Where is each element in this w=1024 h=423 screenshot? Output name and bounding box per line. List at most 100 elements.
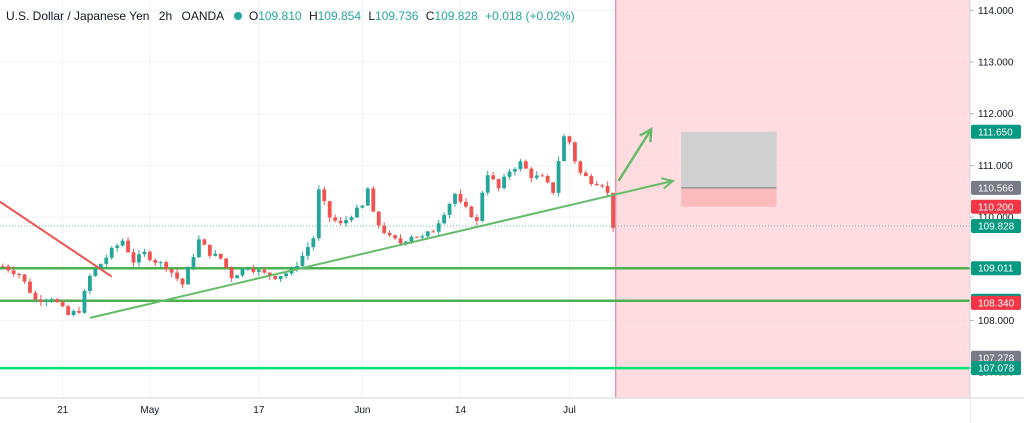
candle-body: [507, 171, 512, 177]
price-axis-tick-label: 111.000: [978, 161, 1013, 172]
candle-body: [485, 175, 490, 193]
change-value: +0.018 (+0.02%): [485, 9, 575, 23]
candle-body: [180, 278, 185, 285]
candle-body: [22, 274, 27, 282]
candle-body: [322, 189, 327, 202]
candle-body: [28, 281, 32, 293]
candle-body: [246, 268, 250, 270]
candle-body: [224, 258, 229, 268]
position-stop-zone[interactable]: [681, 187, 777, 207]
market-status-icon: [233, 12, 242, 20]
projection-arrowhead: [639, 127, 653, 143]
candle-body: [6, 266, 11, 271]
candle-body: [240, 268, 245, 276]
candle-body: [88, 275, 92, 291]
price-axis-tick-label: 110.000: [978, 213, 1014, 224]
data-source: OANDA: [181, 9, 225, 23]
candle-body: [60, 302, 65, 307]
candle-body: [126, 240, 130, 253]
candle-body: [469, 206, 474, 218]
candle-body: [436, 223, 441, 232]
candle-body: [115, 245, 120, 248]
time-axis-tick-label: May: [140, 405, 159, 416]
candle-body: [420, 236, 425, 238]
price-label[interactable]: 109.011: [978, 264, 1014, 275]
candle-body: [480, 192, 485, 221]
candle-body: [442, 214, 447, 224]
candle-body: [0, 266, 5, 268]
candle-body: [382, 225, 387, 233]
candle-body: [213, 253, 218, 256]
candle-body: [71, 311, 76, 316]
time-axis[interactable]: 21 May 17 Jun 14 Jul: [0, 397, 1024, 423]
candle-body: [398, 238, 403, 244]
price-axis[interactable]: 114.000 113.000 112.000 111.000 110.000 109.0…: [969, 0, 1024, 423]
trendline-arrowhead: [661, 177, 676, 190]
candle-body: [333, 217, 338, 221]
candle-body: [371, 188, 376, 212]
candle-body: [540, 175, 545, 177]
candle-body: [327, 201, 332, 218]
open-value: 109.810: [258, 9, 302, 23]
candle-body: [131, 252, 136, 263]
candle-body: [164, 262, 169, 270]
candle-body: [218, 253, 223, 259]
candle-body: [404, 241, 408, 244]
candle-body: [360, 205, 365, 208]
time-axis-background: [0, 398, 970, 423]
candle-body: [207, 244, 212, 256]
candle-body: [300, 255, 305, 266]
price-label[interactable]: 107.278: [978, 353, 1015, 364]
candle-body: [491, 175, 496, 180]
candle-body: [153, 260, 158, 263]
interval[interactable]: 2h: [158, 9, 173, 23]
candle-body: [284, 273, 289, 277]
candle-body: [104, 257, 109, 264]
candle-body: [137, 254, 141, 263]
candle-body: [273, 276, 278, 280]
candle-body: [474, 217, 479, 221]
high-value: 109.854: [317, 9, 361, 23]
candle-body: [534, 175, 539, 178]
candle-body: [120, 240, 125, 246]
price-axis-tick-label: 114.000: [978, 6, 1014, 17]
candle-body: [605, 186, 610, 193]
high-label: H: [308, 9, 318, 23]
price-label-background: [971, 261, 1021, 276]
candle-body: [66, 306, 71, 316]
candle-body: [376, 211, 381, 226]
time-axis-tick-label: Jul: [563, 405, 576, 416]
resistance-trendline[interactable]: [0, 200, 113, 278]
candle-body: [11, 270, 16, 274]
drawing-tools[interactable]: [0, 127, 970, 319]
candle-body: [567, 136, 572, 143]
candle-body: [502, 176, 506, 189]
candle-body: [147, 251, 152, 261]
candle-body: [453, 193, 457, 204]
candle-body: [431, 231, 436, 233]
projection-arrow[interactable]: [617, 128, 653, 182]
time-axis-tick-label: 17: [253, 405, 265, 416]
price-label[interactable]: 110.566: [978, 183, 1014, 194]
price-label[interactable]: 110.200: [978, 202, 1014, 213]
price-axis-tick-label: 112.000: [978, 109, 1014, 120]
price-label[interactable]: 109.828: [978, 221, 1015, 232]
candle-body: [175, 272, 180, 279]
candle-body: [393, 235, 397, 239]
candle-body: [98, 263, 103, 270]
candle-body: [55, 299, 60, 303]
symbol-name[interactable]: U.S. Dollar / Japanese Yen: [6, 9, 150, 23]
candle-body: [458, 193, 463, 202]
candle-body: [600, 185, 605, 187]
price-label[interactable]: 111.650: [978, 127, 1013, 138]
trendline[interactable]: [89, 179, 674, 319]
future-zone-shading: [615, 0, 970, 398]
candle-body: [496, 179, 501, 189]
candle-body: [169, 269, 174, 273]
price-label[interactable]: 107.078: [978, 364, 1015, 375]
position-target-zone[interactable]: [681, 131, 777, 188]
candle-body: [229, 267, 234, 279]
candle-body: [355, 207, 359, 218]
price-label[interactable]: 108.340: [978, 298, 1015, 309]
